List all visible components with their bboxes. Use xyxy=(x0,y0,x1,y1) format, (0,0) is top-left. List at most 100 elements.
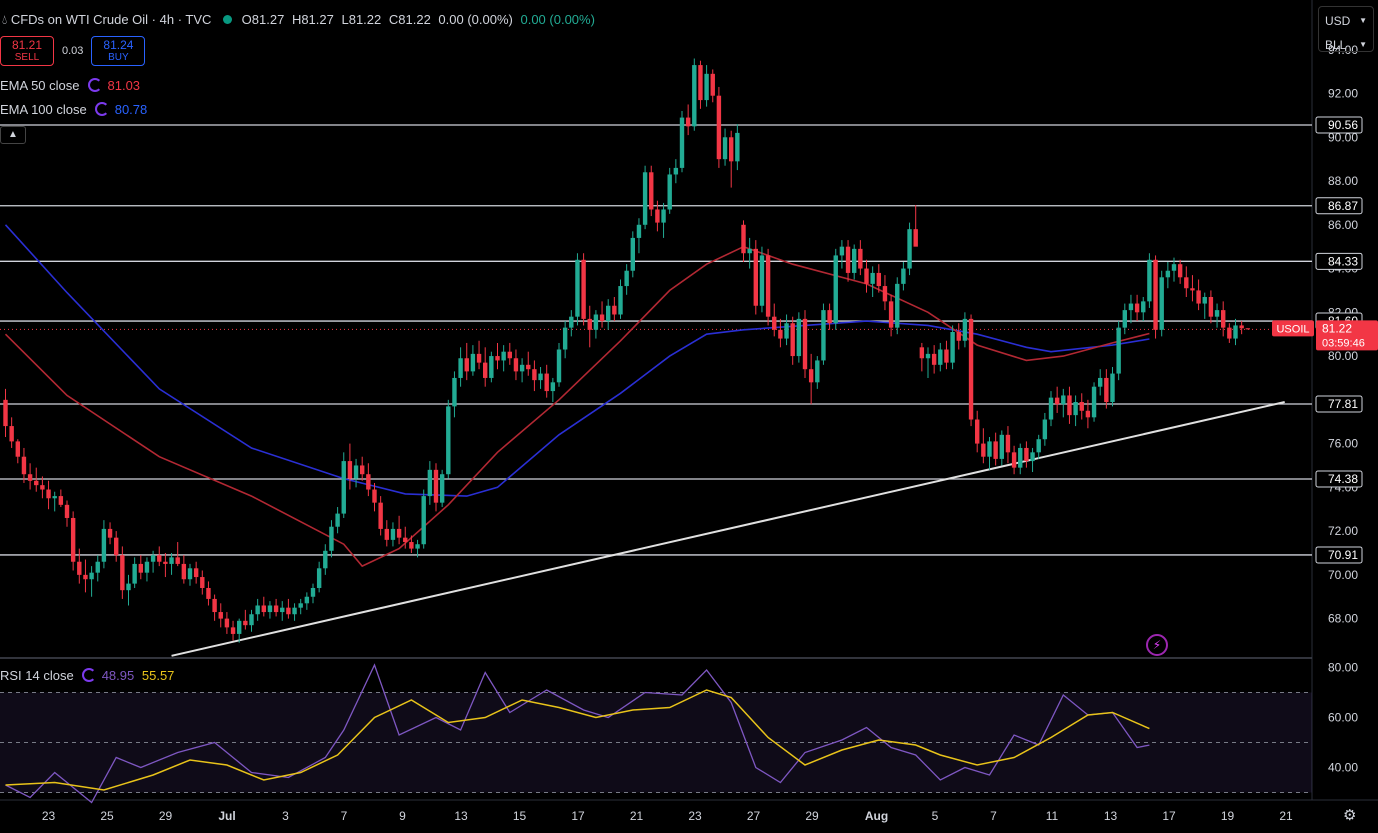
candle-body xyxy=(163,561,168,564)
candle-body xyxy=(630,237,635,271)
candle-body xyxy=(692,65,697,127)
candle-body xyxy=(1177,264,1183,278)
candle-body xyxy=(120,555,125,591)
ema50-legend[interactable]: EMA 50 close 81.03 xyxy=(0,78,140,93)
candle-body xyxy=(212,598,217,613)
candle-body xyxy=(642,172,648,225)
candle-body xyxy=(679,117,685,168)
candle-body xyxy=(353,465,359,479)
ema100-legend[interactable]: EMA 100 close 80.78 xyxy=(0,102,147,117)
candle-body xyxy=(1214,310,1220,317)
candle-body xyxy=(550,382,556,392)
time-tick-label: 13 xyxy=(1104,809,1118,823)
candle-body xyxy=(1042,419,1048,440)
candle-body xyxy=(1233,325,1238,339)
rsi-legend[interactable]: RSI 14 close 48.95 55.57 xyxy=(0,668,174,683)
currency-unit-selector[interactable]: USD ▼ BLL ▼ xyxy=(1318,6,1374,52)
candle-body xyxy=(753,248,758,306)
candle-body xyxy=(778,329,783,339)
candle-body xyxy=(15,441,20,457)
candle-body xyxy=(839,246,845,256)
candle-body xyxy=(169,557,174,564)
rsi-ma-line xyxy=(5,689,1150,791)
currency-label: USD xyxy=(1325,14,1351,28)
time-tick-label: 9 xyxy=(399,809,406,823)
price-tick-label: 94.00 xyxy=(1328,43,1358,57)
candle-body xyxy=(950,332,955,363)
candle-body xyxy=(40,485,45,490)
candle-body xyxy=(575,259,580,317)
gear-icon[interactable]: ⚙ xyxy=(1343,807,1357,824)
candle-body xyxy=(378,502,383,529)
currency-dropdown[interactable]: USD ▼ xyxy=(1325,12,1367,30)
price-badge-countdown: 03:59:46 xyxy=(1322,337,1365,349)
candle-body xyxy=(1098,377,1103,387)
candle-body xyxy=(273,605,279,613)
ema100-loading-icon xyxy=(94,102,109,116)
candle-body xyxy=(415,544,420,549)
candle-body xyxy=(562,327,568,350)
candle-body xyxy=(956,332,961,341)
candle-body xyxy=(821,310,826,361)
candle-body xyxy=(1128,303,1134,311)
candle-body xyxy=(138,563,143,573)
candle-body xyxy=(286,607,291,615)
candle-body xyxy=(1134,303,1140,313)
candle-body xyxy=(341,461,346,514)
ema50-line xyxy=(4,245,1150,568)
candle-body xyxy=(987,441,992,457)
sell-button[interactable]: 81.21 SELL xyxy=(0,36,54,66)
candle-body xyxy=(107,528,113,538)
candle-body xyxy=(556,349,562,383)
candle-body xyxy=(1208,296,1214,317)
time-tick-label: 23 xyxy=(42,809,56,823)
candle-body xyxy=(261,605,266,613)
time-tick-label: 15 xyxy=(513,809,527,823)
candle-body xyxy=(1141,301,1146,313)
flash-alert-icon[interactable]: ⚡ xyxy=(1146,634,1168,656)
candle-body xyxy=(384,528,389,540)
candle-body xyxy=(501,351,506,361)
candle-body xyxy=(3,399,8,427)
candle-body xyxy=(587,318,592,330)
buy-label: BUY xyxy=(108,52,129,63)
candle-body xyxy=(513,358,519,372)
unit-dropdown[interactable]: BLL ▼ xyxy=(1325,36,1367,54)
rsi-value: 48.95 xyxy=(101,668,135,683)
candle-body xyxy=(538,373,543,381)
ohlc-low: L81.22 xyxy=(341,12,382,27)
price-tick-label: 90.00 xyxy=(1328,130,1358,144)
candle-body xyxy=(729,137,734,162)
ohlc-change-alt: 0.00 (0.00%) xyxy=(520,12,595,27)
time-tick-label: 27 xyxy=(747,809,761,823)
candle-body xyxy=(476,353,482,363)
symbol-title[interactable]: CFDs on WTI Crude Oil · 4h · TVC xyxy=(10,12,212,27)
candle-body xyxy=(304,596,310,604)
candle-body xyxy=(1048,397,1054,420)
candle-body xyxy=(187,568,193,580)
candle-body xyxy=(89,572,94,580)
collapse-legend-chevron-up-icon[interactable]: ▲ xyxy=(0,126,26,144)
candle-body xyxy=(636,224,642,238)
candle-body xyxy=(901,268,906,284)
candle-body xyxy=(452,377,457,407)
symbol-legend[interactable]: 💧︎ CFDs on WTI Crude Oil · 4h · TVC O81.… xyxy=(2,12,595,28)
candle-body xyxy=(1085,410,1091,418)
candle-body xyxy=(925,353,931,359)
candle-body xyxy=(335,513,340,527)
time-tick-label: 21 xyxy=(1279,809,1293,823)
rsi-line xyxy=(5,663,1150,804)
candle-body xyxy=(962,318,968,341)
candle-body xyxy=(255,605,260,615)
candle-body xyxy=(519,364,525,372)
rsi-tick-label: 40.00 xyxy=(1328,761,1358,775)
sell-price: 81.21 xyxy=(11,38,43,52)
buy-button[interactable]: 81.24 BUY xyxy=(91,36,146,66)
candle-body xyxy=(126,583,131,591)
candle-body xyxy=(372,489,377,503)
level-label: 90.56 xyxy=(1328,118,1358,132)
candle-body xyxy=(310,587,316,597)
candle-body xyxy=(157,555,162,562)
time-tick-label: 11 xyxy=(1046,809,1059,823)
